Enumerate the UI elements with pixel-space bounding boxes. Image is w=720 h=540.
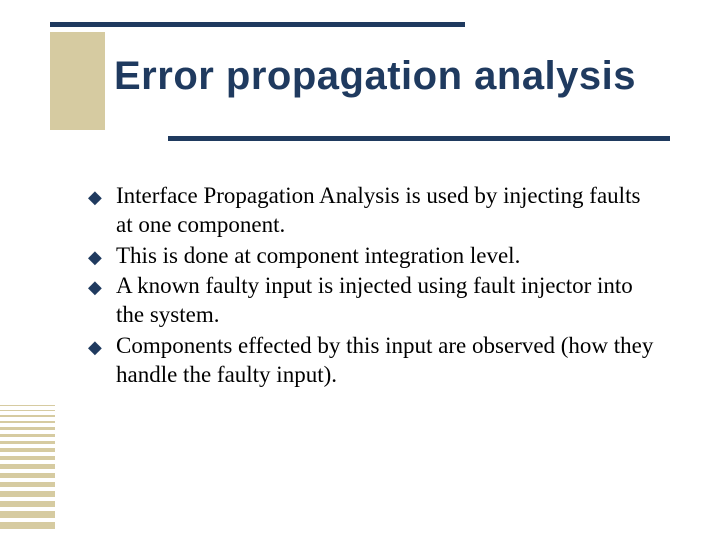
diamond-bullet-icon: ◆ xyxy=(88,182,116,209)
stripe xyxy=(0,456,55,460)
bullet-text: This is done at component integration le… xyxy=(116,242,660,271)
stripe xyxy=(0,511,55,518)
bullet-text: Components effected by this input are ob… xyxy=(116,332,660,390)
bullet-text: Interface Propagation Analysis is used b… xyxy=(116,182,660,240)
list-item: ◆ This is done at component integration … xyxy=(88,242,660,271)
title-underline-rule xyxy=(168,136,670,141)
stripe xyxy=(0,405,55,406)
title-decorative-block xyxy=(50,32,105,130)
diamond-bullet-icon: ◆ xyxy=(88,242,116,269)
diamond-bullet-icon: ◆ xyxy=(88,332,116,359)
stripe xyxy=(0,482,55,487)
stripe xyxy=(0,491,55,497)
stripe xyxy=(0,415,55,417)
top-rule xyxy=(50,22,465,27)
stripe xyxy=(0,448,55,452)
diamond-bullet-icon: ◆ xyxy=(88,272,116,299)
bottom-left-stripes xyxy=(0,405,55,540)
list-item: ◆ Components effected by this input are … xyxy=(88,332,660,390)
stripe xyxy=(0,501,55,507)
stripe xyxy=(0,421,55,423)
bullet-list: ◆ Interface Propagation Analysis is used… xyxy=(88,182,660,391)
stripe xyxy=(0,441,55,444)
list-item: ◆ Interface Propagation Analysis is used… xyxy=(88,182,660,240)
slide-title: Error propagation analysis xyxy=(114,54,636,99)
list-item: ◆ A known faulty input is injected using… xyxy=(88,272,660,330)
stripe xyxy=(0,427,55,430)
stripe xyxy=(0,473,55,478)
slide: Error propagation analysis ◆ Interface P… xyxy=(0,0,720,540)
stripe xyxy=(0,464,55,469)
stripe xyxy=(0,522,55,529)
stripe xyxy=(0,410,55,411)
stripe xyxy=(0,434,55,437)
bullet-text: A known faulty input is injected using f… xyxy=(116,272,660,330)
